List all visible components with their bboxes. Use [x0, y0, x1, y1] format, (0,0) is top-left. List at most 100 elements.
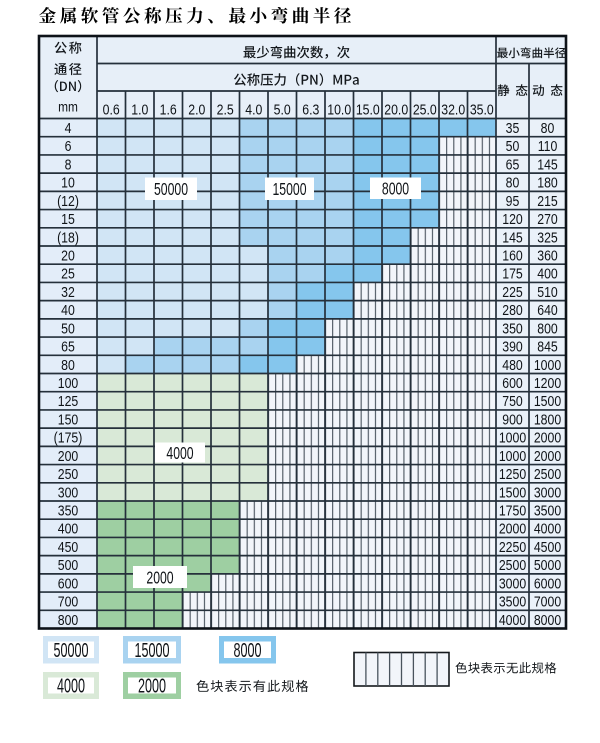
svg-text:25: 25 [61, 266, 75, 282]
svg-text:640: 640 [537, 302, 558, 318]
svg-text:4000: 4000 [57, 675, 85, 698]
svg-text:600: 600 [58, 575, 79, 591]
svg-text:2000: 2000 [146, 568, 173, 588]
svg-text:1000: 1000 [499, 448, 527, 464]
svg-text:390: 390 [502, 338, 523, 354]
svg-text:15000: 15000 [134, 639, 169, 662]
svg-text:65: 65 [61, 338, 75, 354]
svg-text:145: 145 [502, 229, 523, 245]
svg-text:325: 325 [537, 229, 558, 245]
svg-text:80: 80 [506, 175, 520, 191]
svg-text:35: 35 [506, 120, 520, 136]
svg-text:2250: 2250 [499, 539, 527, 555]
svg-text:500: 500 [58, 557, 79, 573]
svg-text:5000: 5000 [534, 557, 562, 573]
svg-text:100: 100 [58, 375, 79, 391]
svg-text:8000: 8000 [382, 179, 409, 199]
svg-text:5.0: 5.0 [274, 102, 291, 118]
svg-text:350: 350 [58, 502, 79, 518]
svg-text:800: 800 [537, 320, 558, 336]
svg-text:50: 50 [506, 138, 520, 154]
svg-text:50: 50 [61, 320, 75, 336]
svg-text:4500: 4500 [534, 539, 562, 555]
svg-text:1000: 1000 [534, 357, 562, 373]
svg-text:8000: 8000 [534, 612, 562, 628]
svg-text:10.0: 10.0 [327, 102, 351, 118]
svg-text:1.0: 1.0 [131, 102, 148, 118]
svg-text:270: 270 [537, 211, 558, 227]
svg-text:40: 40 [61, 302, 75, 318]
svg-text:3500: 3500 [499, 593, 527, 609]
svg-text:225: 225 [502, 284, 523, 300]
svg-text:3000: 3000 [499, 575, 527, 591]
svg-text:35.0: 35.0 [470, 102, 494, 118]
svg-text:50000: 50000 [53, 639, 88, 662]
svg-text:(175): (175) [54, 429, 83, 445]
svg-text:50000: 50000 [154, 180, 188, 200]
svg-text:750: 750 [502, 393, 523, 409]
svg-text:150: 150 [58, 411, 79, 427]
svg-text:32.0: 32.0 [441, 102, 465, 118]
svg-text:2500: 2500 [499, 557, 527, 573]
svg-text:2000: 2000 [499, 521, 527, 537]
svg-text:25.0: 25.0 [413, 102, 437, 118]
svg-text:mm: mm [58, 99, 78, 115]
svg-text:215: 215 [537, 193, 558, 209]
svg-text:4000: 4000 [499, 612, 527, 628]
svg-text:510: 510 [537, 284, 558, 300]
svg-text:2000: 2000 [534, 448, 562, 464]
svg-text:145: 145 [537, 156, 558, 172]
svg-text:800: 800 [58, 612, 79, 628]
svg-text:95: 95 [506, 193, 520, 209]
svg-text:4000: 4000 [166, 444, 193, 464]
svg-text:4.0: 4.0 [245, 102, 262, 118]
svg-text:300: 300 [58, 484, 79, 500]
svg-text:400: 400 [58, 521, 79, 537]
svg-text:1.6: 1.6 [160, 102, 177, 118]
svg-text:180: 180 [537, 175, 558, 191]
svg-text:900: 900 [502, 411, 523, 427]
svg-text:80: 80 [61, 357, 75, 373]
svg-text:1750: 1750 [499, 502, 527, 518]
svg-text:8000: 8000 [233, 639, 261, 662]
svg-text:2.5: 2.5 [217, 102, 234, 118]
svg-text:3000: 3000 [534, 484, 562, 500]
svg-text:350: 350 [502, 320, 523, 336]
svg-text:80: 80 [541, 120, 555, 136]
svg-text:4000: 4000 [534, 521, 562, 537]
svg-text:65: 65 [506, 156, 520, 172]
svg-text:845: 845 [537, 338, 558, 354]
svg-text:0.6: 0.6 [103, 102, 120, 118]
svg-text:175: 175 [502, 266, 523, 282]
svg-text:120: 120 [502, 211, 523, 227]
svg-text:280: 280 [502, 302, 523, 318]
svg-text:2500: 2500 [534, 466, 562, 482]
svg-text:400: 400 [537, 266, 558, 282]
svg-text:125: 125 [58, 393, 79, 409]
svg-text:1800: 1800 [534, 411, 562, 427]
svg-text:2.0: 2.0 [188, 102, 205, 118]
svg-text:8: 8 [65, 156, 72, 172]
svg-text:15: 15 [61, 211, 75, 227]
svg-text:1200: 1200 [534, 375, 562, 391]
svg-text:480: 480 [502, 357, 523, 373]
svg-text:32: 32 [61, 284, 75, 300]
svg-text:20: 20 [61, 247, 75, 263]
svg-text:3500: 3500 [534, 502, 562, 518]
svg-text:1250: 1250 [499, 466, 527, 482]
svg-text:20.0: 20.0 [384, 102, 408, 118]
svg-text:6000: 6000 [534, 575, 562, 591]
svg-text:15.0: 15.0 [356, 102, 380, 118]
svg-text:(12): (12) [57, 193, 79, 209]
svg-text:450: 450 [58, 539, 79, 555]
svg-text:1500: 1500 [499, 484, 527, 500]
svg-text:110: 110 [538, 138, 558, 154]
svg-text:6.3: 6.3 [302, 102, 319, 118]
svg-text:360: 360 [537, 247, 558, 263]
svg-text:2000: 2000 [534, 429, 562, 445]
svg-text:2000: 2000 [138, 675, 166, 698]
svg-text:(18): (18) [57, 229, 79, 245]
svg-text:1500: 1500 [534, 393, 562, 409]
svg-text:4: 4 [65, 120, 72, 136]
svg-text:250: 250 [58, 466, 79, 482]
